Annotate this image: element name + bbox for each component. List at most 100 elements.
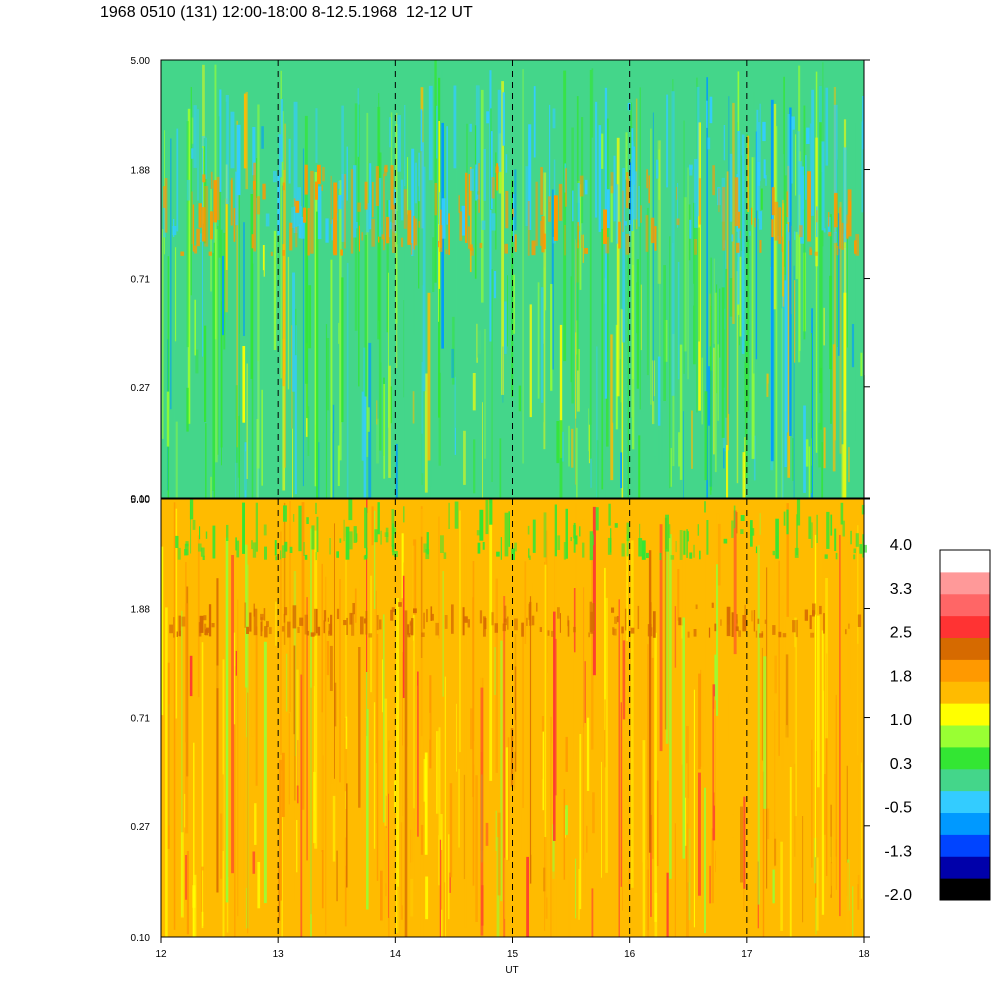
lower-streak [704,787,706,934]
upper-streak [811,333,812,493]
lower-feature-streak [630,627,635,634]
upper-streak [616,137,620,397]
lower-feature-streak [208,604,212,637]
upper-feature-streak [791,116,793,184]
upper-streak [163,93,165,264]
lower-feature-streak [175,535,179,548]
upper-streak [669,236,671,489]
lower-feature-streak [863,544,867,553]
lower-feature-streak [547,630,550,636]
upper-streak [601,228,604,490]
lower-feature-streak [482,542,485,550]
upper-streak [261,389,263,486]
lower-feature-streak [489,499,493,525]
upper-feature-streak [723,125,726,161]
lower-streak [715,850,716,873]
lower-streak [552,824,555,879]
lower-streak [344,837,346,866]
upper-feature-streak [553,159,556,229]
upper-feature-streak [491,177,495,199]
upper-streak [638,435,641,498]
upper-feature-streak [265,213,270,227]
upper-streak [753,435,756,481]
colorbar-swatch [940,571,990,595]
lower-streak [698,673,701,770]
upper-feature-streak [676,187,678,200]
lower-streak [503,596,506,937]
lower-streak [816,857,819,931]
lower-feature-streak [699,550,701,560]
lower-streak [823,774,826,835]
upper-streak [326,338,330,411]
y-tick-label: 1.88 [131,605,151,616]
lower-feature-streak [423,543,428,553]
lower-feature-streak [796,499,801,526]
upper-streak [502,346,504,403]
colorbar-frame [939,549,991,901]
lower-streak [167,662,170,849]
upper-streak [568,425,570,467]
lower-streak [641,862,643,937]
upper-streak [746,134,748,355]
upper-streak [711,128,713,195]
upper-feature-streak [531,240,536,256]
upper-feature-streak [765,175,767,186]
lower-streak [178,533,181,821]
lower-feature-streak [861,504,865,515]
lower-streak [226,877,229,933]
upper-feature-streak [618,221,621,249]
upper-feature-streak [204,186,209,247]
upper-streak [175,421,178,498]
upper-streak [739,256,742,337]
lower-streak [716,564,719,716]
upper-streak [417,446,421,498]
lower-streak [782,509,784,562]
lower-streak [222,774,224,851]
lower-streak [578,869,580,920]
lower-feature-streak [253,608,258,636]
lower-streak [231,555,234,874]
lower-feature-streak [607,537,612,555]
upper-feature-streak [163,189,167,238]
lower-streak [424,752,428,855]
lower-streak [388,793,390,918]
lower-feature-streak [834,528,837,551]
lower-streak [763,656,767,809]
lower-streak [339,579,341,783]
lower-feature-streak [764,619,767,624]
upper-streak [213,242,215,498]
lower-streak [586,825,588,853]
lower-streak [731,837,735,879]
upper-streak [235,385,238,463]
lower-feature-streak [521,622,524,637]
upper-feature-streak [843,147,847,243]
lower-streak [329,645,333,691]
upper-streak [403,125,406,498]
lower-streak [481,885,484,926]
lower-streak [251,606,255,737]
upper-streak [860,352,863,377]
upper-feature-streak [828,231,832,237]
lower-streak [215,590,217,679]
lower-feature-streak [835,552,838,560]
lower-streak [255,626,258,786]
x-tick-label: 18 [858,949,870,960]
upper-streak [316,211,319,498]
lower-streak [785,654,789,738]
upper-feature-streak [372,182,374,218]
lower-feature-streak [845,629,847,635]
lower-streak [171,629,173,835]
lower-feature-streak [292,605,297,629]
lower-streak [281,752,285,817]
lower-feature-streak [796,514,798,556]
lower-streak [336,562,339,804]
upper-streak [704,391,708,481]
upper-streak [518,385,522,412]
lower-streak [565,736,568,772]
upper-streak [257,104,260,469]
upper-feature-streak [231,177,233,208]
lower-feature-streak [683,530,686,555]
upper-feature-streak [270,251,273,256]
colorbar-label: -0.5 [884,800,912,817]
lower-streak [263,641,267,904]
